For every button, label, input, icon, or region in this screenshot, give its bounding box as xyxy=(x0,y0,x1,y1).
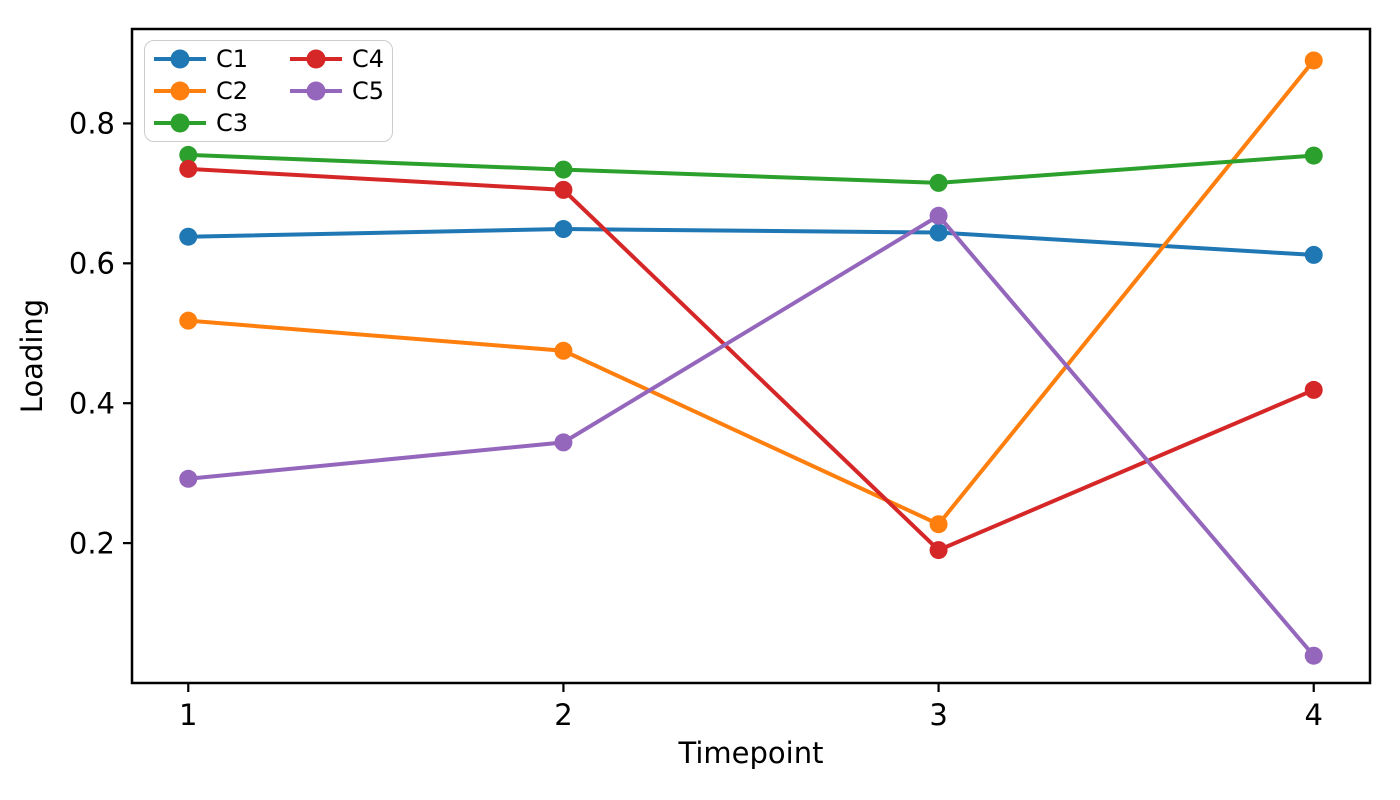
legend-item-C2: C2 xyxy=(152,75,248,107)
marker-C2-t4 xyxy=(1304,51,1323,70)
marker-C1-t1 xyxy=(179,227,198,246)
marker-C5-t4 xyxy=(1304,646,1323,665)
legend-swatch-C5 xyxy=(290,81,342,101)
x-tick-label-4: 4 xyxy=(1305,698,1323,732)
marker-C3-t3 xyxy=(929,173,948,192)
marker-C3-t4 xyxy=(1304,146,1323,165)
legend-marker-C1 xyxy=(170,49,190,69)
y-tick-label-0.6: 0.6 xyxy=(69,246,115,280)
y-tick-label-0.4: 0.4 xyxy=(69,386,115,420)
plot-border xyxy=(130,27,1372,685)
legend-item-C1: C1 xyxy=(152,43,248,75)
marker-C4-t1 xyxy=(179,159,198,178)
series-line-C4 xyxy=(186,166,1316,553)
marker-C5-t2 xyxy=(554,433,573,452)
y-tick-label-0.8: 0.8 xyxy=(69,107,115,141)
marker-C2-t1 xyxy=(179,311,198,330)
marker-C3-t1 xyxy=(179,145,198,164)
legend-swatch-C1 xyxy=(154,49,206,69)
legend-item-C3: C3 xyxy=(152,107,248,139)
legend-swatch-C2 xyxy=(154,81,206,101)
x-axis-label: Timepoint xyxy=(678,736,824,770)
y-axis-label: Loading xyxy=(15,299,49,413)
marker-C5-t3 xyxy=(929,206,948,225)
marker-C3-t2 xyxy=(554,160,573,179)
series-line-C1 xyxy=(186,227,1316,257)
x-tick-label-2: 2 xyxy=(554,698,572,732)
y-tick-label-0.2: 0.2 xyxy=(69,526,115,560)
legend-label-C1: C1 xyxy=(216,45,249,73)
legend-swatch-C4 xyxy=(290,49,342,69)
marker-C2-t3 xyxy=(929,515,948,534)
series-line-C2 xyxy=(186,58,1316,527)
legend-marker-C4 xyxy=(306,49,326,69)
marker-C4-t4 xyxy=(1304,380,1323,399)
legend-label-C4: C4 xyxy=(352,45,385,73)
legend-swatch-C3 xyxy=(154,113,206,133)
series-layer xyxy=(179,51,1323,665)
series-line-C5 xyxy=(186,213,1316,658)
legend-item-C5: C5 xyxy=(288,75,384,107)
marker-C5-t1 xyxy=(179,469,198,488)
x-tick-label-3: 3 xyxy=(929,698,947,732)
marker-C1-t3 xyxy=(929,223,948,242)
legend-label-C2: C2 xyxy=(216,77,249,105)
legend-marker-C5 xyxy=(306,81,326,101)
marker-C1-t2 xyxy=(554,220,573,239)
legend-item-C4: C4 xyxy=(288,43,384,75)
ticks-layer: 1 2 3 4 0.2 0.4 0.6 0.8 xyxy=(69,107,1323,732)
legend-label-C5: C5 xyxy=(352,77,385,105)
legend-marker-C3 xyxy=(170,113,190,133)
marker-C2-t2 xyxy=(554,341,573,360)
marker-C4-t2 xyxy=(554,180,573,199)
legend: C1 C2 C3 C4 C5 xyxy=(144,40,393,142)
marker-C1-t4 xyxy=(1304,245,1323,264)
legend-label-C3: C3 xyxy=(216,109,249,137)
series-line-C3 xyxy=(186,152,1316,185)
marker-C4-t3 xyxy=(929,541,948,560)
legend-marker-C2 xyxy=(170,81,190,101)
x-tick-label-1: 1 xyxy=(179,698,197,732)
